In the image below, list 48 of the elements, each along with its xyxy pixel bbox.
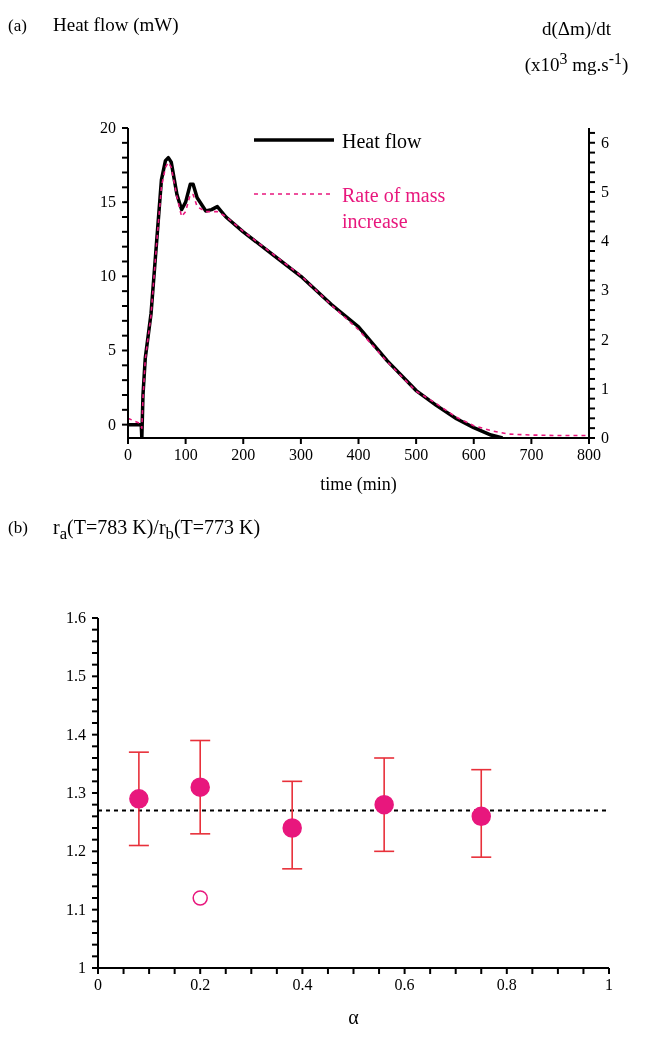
- x-tick-label: 100: [173, 446, 198, 463]
- x-tick-label: 0.4: [292, 976, 313, 993]
- legend-label: Rate of mass increase: [342, 184, 446, 232]
- y2-tick-label: 2: [601, 330, 609, 348]
- legend-label: Heat flow: [342, 130, 422, 152]
- point: [129, 789, 149, 809]
- y-tick-label: 1.4: [66, 725, 86, 743]
- x-tick-label: 600: [461, 446, 486, 463]
- y2-tick-label: 5: [601, 182, 609, 200]
- x-tick-label: 0.6: [394, 976, 415, 993]
- x-tick-label: 300: [288, 446, 313, 463]
- point: [471, 806, 491, 827]
- x-tick-label: 0.8: [496, 976, 517, 993]
- y2-tick-label: 1: [601, 379, 609, 397]
- y-axis-title: r$_{a}$(T=783 K)/r$_{b}$(T=773 K): [53, 516, 261, 543]
- y2-axis-title: d(Δm)/dt (x10$^{3}$ mg.s$^{-1}$): [524, 18, 629, 76]
- y2-tick-label: 4: [601, 232, 609, 250]
- x-tick-label: 0.2: [190, 976, 211, 993]
- point: [192, 890, 208, 906]
- x-tick-label: 0: [124, 446, 132, 463]
- y-tick-label: 0: [108, 415, 116, 433]
- x-tick-label: 1: [605, 976, 613, 993]
- y-tick-label: 15: [100, 193, 116, 211]
- x-tick-label: 700: [519, 446, 544, 463]
- point: [190, 777, 210, 797]
- x-tick-label: 200: [231, 446, 256, 463]
- point: [282, 818, 302, 838]
- y-axis-title: Heat flow (mW): [53, 14, 179, 35]
- x-axis-title: time (min): [320, 474, 397, 495]
- x-tick-label: 400: [346, 446, 371, 463]
- x-tick-label: 800: [577, 446, 601, 463]
- y2-tick-label: 3: [601, 281, 609, 299]
- y2-tick-label: 0: [601, 429, 609, 446]
- y-tick-label: 20: [100, 119, 116, 136]
- y-tick-label: 1.3: [66, 784, 86, 801]
- y-tick-label: 1.1: [66, 900, 86, 918]
- y-tick-label: 1.6: [66, 609, 86, 626]
- y-tick-label: 1: [78, 959, 86, 976]
- chart-title: (a): [8, 16, 27, 35]
- y-tick-label: 10: [100, 267, 116, 285]
- x-axis-title: α: [348, 1006, 360, 1028]
- point: [374, 794, 394, 815]
- x-tick-label: 500: [404, 446, 429, 463]
- y-tick-label: 1.2: [66, 842, 86, 860]
- chart-title: (b): [8, 518, 28, 537]
- y-tick-label: 1.5: [66, 667, 86, 685]
- y-tick-label: 5: [108, 341, 116, 359]
- y2-tick-label: 6: [601, 133, 609, 151]
